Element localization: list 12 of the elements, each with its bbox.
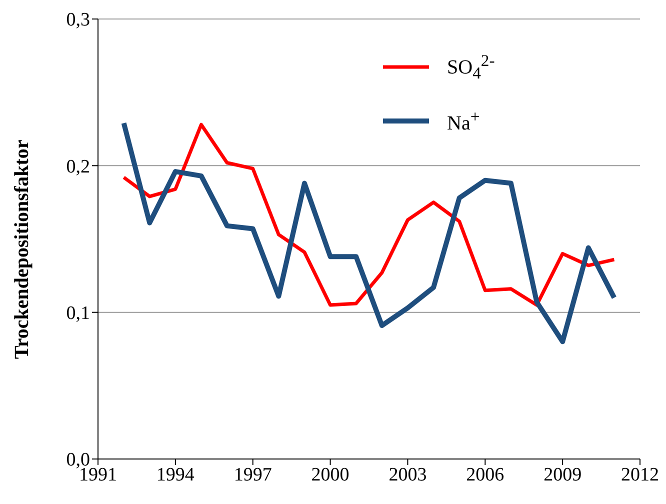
x-tick-label: 1994: [156, 464, 195, 486]
y-tick-label: 0,2: [66, 156, 90, 178]
x-tick-label: 1997: [234, 464, 272, 486]
y-axis-title: Trockendepositionsfaktor: [11, 140, 34, 359]
y-tick-label: 0,1: [66, 303, 90, 324]
y-tick-label: 0,3: [66, 10, 90, 31]
legend-label: Na$^{+}$: [447, 106, 480, 136]
x-tick-label: 2003: [388, 464, 427, 486]
x-tick-label: 2000: [311, 464, 350, 486]
x-tick-label: 2006: [466, 464, 504, 486]
x-tick-label: 2009: [544, 464, 582, 486]
x-tick-label: 2012: [621, 464, 659, 486]
